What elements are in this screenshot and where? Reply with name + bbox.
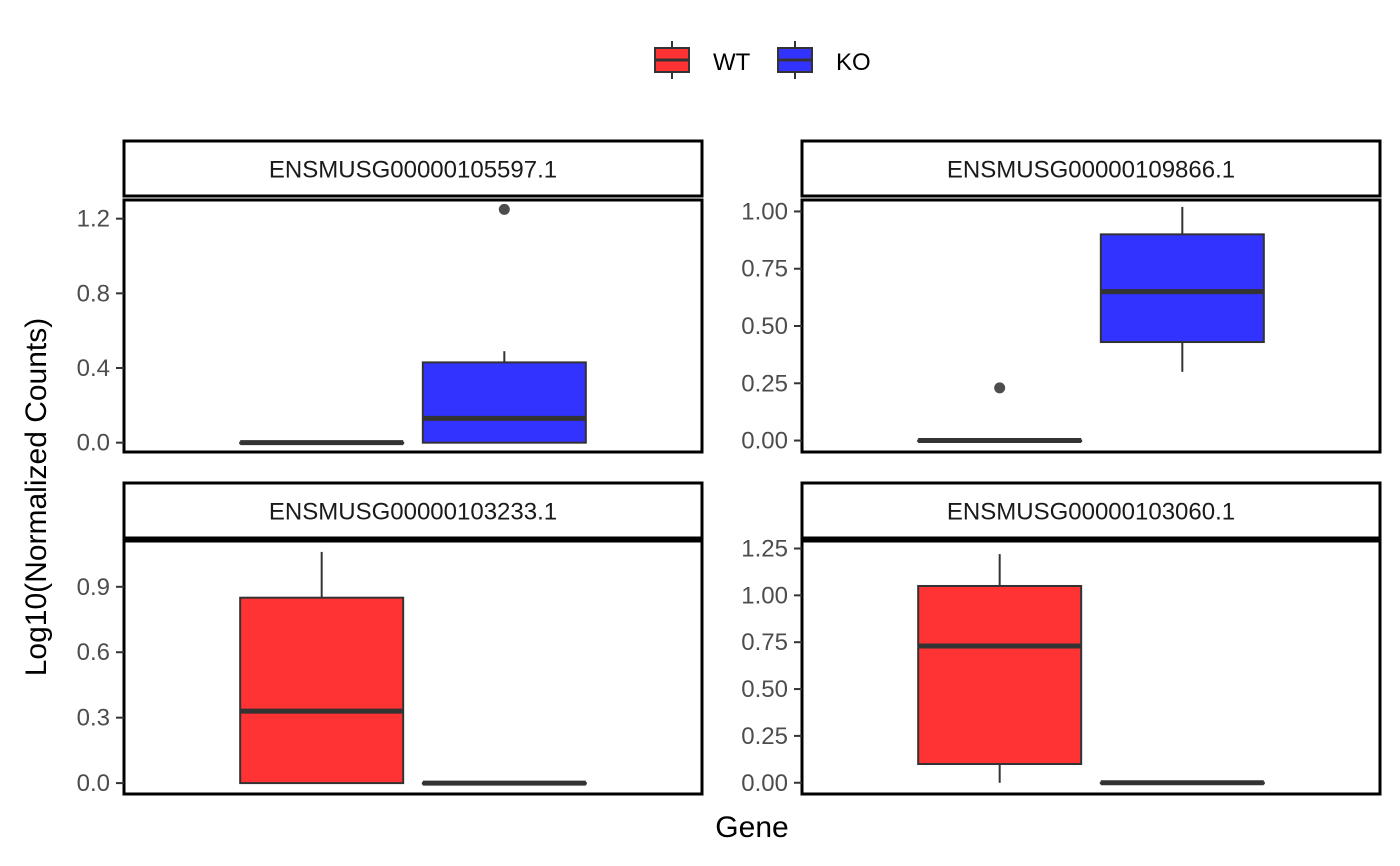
legend-label: WT — [713, 49, 751, 76]
legend-item-wt: WT — [654, 41, 751, 79]
y-tick-label: 0.8 — [77, 280, 110, 307]
y-tick-label: 0.25 — [741, 370, 788, 397]
facet-panel: ENSMUSG00000103233.1 0.0 0.3 0.6 0.9 — [77, 481, 704, 797]
facet-strip — [800, 481, 1382, 540]
y-tick-label: 0.4 — [77, 355, 110, 382]
box-wt — [917, 382, 1083, 444]
outlier-point — [994, 382, 1006, 394]
y-tick-label: 1.25 — [741, 535, 788, 562]
y-axis-label: Log10(Normalized Counts) — [20, 318, 53, 677]
facet-strip-label: ENSMUSG00000109866.1 — [947, 157, 1235, 184]
facet-panel: ENSMUSG00000103060.1 0.00 0.25 0.50 0.75 1.00… — [741, 481, 1382, 797]
y-tick-label: 1.2 — [77, 206, 110, 233]
box-ko — [1099, 206, 1265, 372]
y-tick-label: 0.75 — [741, 256, 788, 283]
panel-area — [800, 539, 1382, 796]
panel-area — [122, 539, 704, 796]
facet-panel: ENSMUSG00000105597.1 0.0 0.4 0.8 1.2 — [77, 139, 704, 457]
legend-label: KO — [836, 49, 871, 76]
y-tick-label: 0.50 — [741, 676, 788, 703]
box-ko — [421, 780, 587, 786]
box-wt — [239, 551, 405, 785]
box-ko — [421, 203, 587, 444]
facet-strip — [122, 481, 704, 540]
y-tick-label: 0.50 — [741, 313, 788, 340]
facet-strip-label: ENSMUSG00000103060.1 — [947, 499, 1235, 526]
box-body — [917, 584, 1083, 766]
y-tick-label: 0.6 — [77, 639, 110, 666]
box-body — [1099, 233, 1265, 344]
box-wt — [917, 554, 1083, 783]
box-wt — [239, 440, 405, 446]
y-tick-label: 0.00 — [741, 770, 788, 797]
box-ko — [1099, 780, 1265, 786]
facet-panels: ENSMUSG00000105597.10.00.40.81.2ENSMUSG0… — [77, 139, 1382, 797]
y-tick-label: 0.0 — [77, 430, 110, 457]
legend: WT KO — [654, 41, 871, 79]
y-tick-label: 0.0 — [77, 770, 110, 797]
y-tick-label: 0.3 — [77, 705, 110, 732]
legend-item-ko: KO — [777, 41, 871, 79]
panel-area — [122, 198, 704, 454]
y-tick-label: 0.75 — [741, 629, 788, 656]
outlier-point — [498, 203, 510, 215]
facet-strip — [800, 139, 1382, 198]
facet-panel: ENSMUSG00000109866.1 0.00 0.25 0.50 0.75 1.00 — [741, 139, 1382, 455]
panel-area — [800, 198, 1382, 454]
y-tick-label: 0.00 — [741, 428, 788, 455]
box-body — [421, 361, 587, 444]
y-tick-label: 0.25 — [741, 723, 788, 750]
y-tick-label: 1.00 — [741, 198, 788, 225]
facet-strip — [122, 139, 704, 198]
y-tick-label: 1.00 — [741, 582, 788, 609]
facet-strip-label: ENSMUSG00000103233.1 — [269, 499, 557, 526]
box-body — [239, 596, 405, 785]
x-axis-label: Gene — [715, 811, 788, 844]
facet-strip-label: ENSMUSG00000105597.1 — [269, 157, 557, 184]
y-tick-label: 0.9 — [77, 574, 110, 601]
